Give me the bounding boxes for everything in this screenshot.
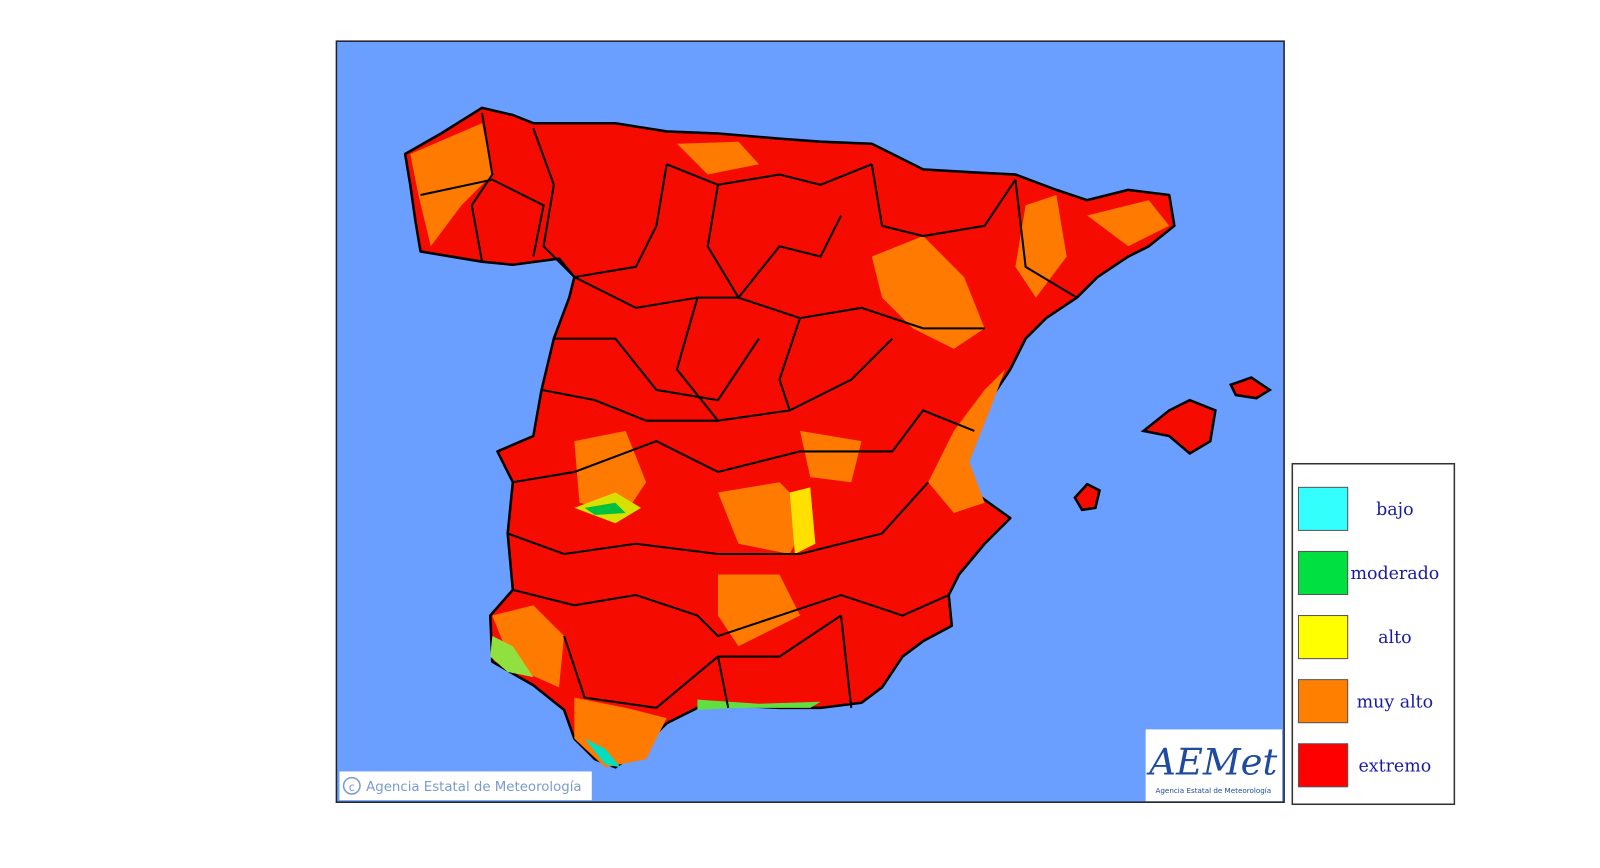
copyright-text: Agencia Estatal de Meteorología <box>366 779 581 795</box>
legend-swatch <box>1297 486 1349 531</box>
copyright-symbol <box>342 776 361 795</box>
legend: bajo moderado alto muy alto extremo <box>1297 486 1439 788</box>
legend-swatch <box>1297 550 1349 596</box>
logo-box <box>1145 729 1283 802</box>
logo-subtitle: Agencia Estatal de Meteorología <box>1155 786 1271 795</box>
legend-swatch <box>1297 615 1349 660</box>
balearic-islands <box>1073 376 1273 512</box>
copyright-box <box>339 771 592 801</box>
legend-swatch <box>1297 679 1349 724</box>
legend-label: alto <box>1378 628 1411 648</box>
legend-label: muy alto <box>1357 692 1434 712</box>
legend-label: moderado <box>1350 564 1439 584</box>
legend-swatch <box>1297 743 1349 788</box>
logo-name: AEMet <box>1146 741 1277 784</box>
legend-label: extremo <box>1358 756 1431 776</box>
legend-label: bajo <box>1376 500 1413 520</box>
copyright-c: c <box>349 781 355 794</box>
province-borders <box>420 112 1078 709</box>
